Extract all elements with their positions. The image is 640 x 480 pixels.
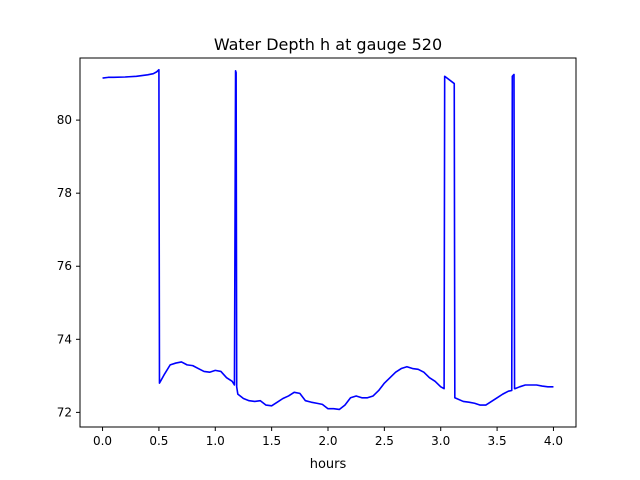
x-tick-label: 2.5: [375, 434, 394, 448]
x-tick-label: 2.0: [318, 434, 337, 448]
x-axis: 0.0 0.5 1.0 1.5 2.0 2.5 3.0 3.5 4.0: [93, 427, 563, 448]
y-tick-label: 74: [57, 332, 72, 346]
x-tick-label: 0.5: [149, 434, 168, 448]
y-tick-label: 76: [57, 259, 72, 273]
chart-title: Water Depth h at gauge 520: [214, 35, 442, 54]
series-line-0: [102, 68, 554, 411]
x-tick-label: 3.5: [488, 434, 507, 448]
x-tick-label: 4.0: [544, 434, 563, 448]
y-tick-label: 80: [57, 113, 72, 127]
x-tick-label: 1.0: [206, 434, 225, 448]
x-tick-label: 1.5: [262, 434, 281, 448]
x-tick-label: 3.0: [431, 434, 450, 448]
y-tick-label: 78: [57, 186, 72, 200]
y-tick-label: 72: [57, 405, 72, 419]
x-tick-label: 0.0: [93, 434, 112, 448]
y-axis: 72 74 76 78 80: [57, 113, 80, 419]
x-axis-label: hours: [310, 457, 347, 472]
plot-area: [102, 68, 554, 411]
